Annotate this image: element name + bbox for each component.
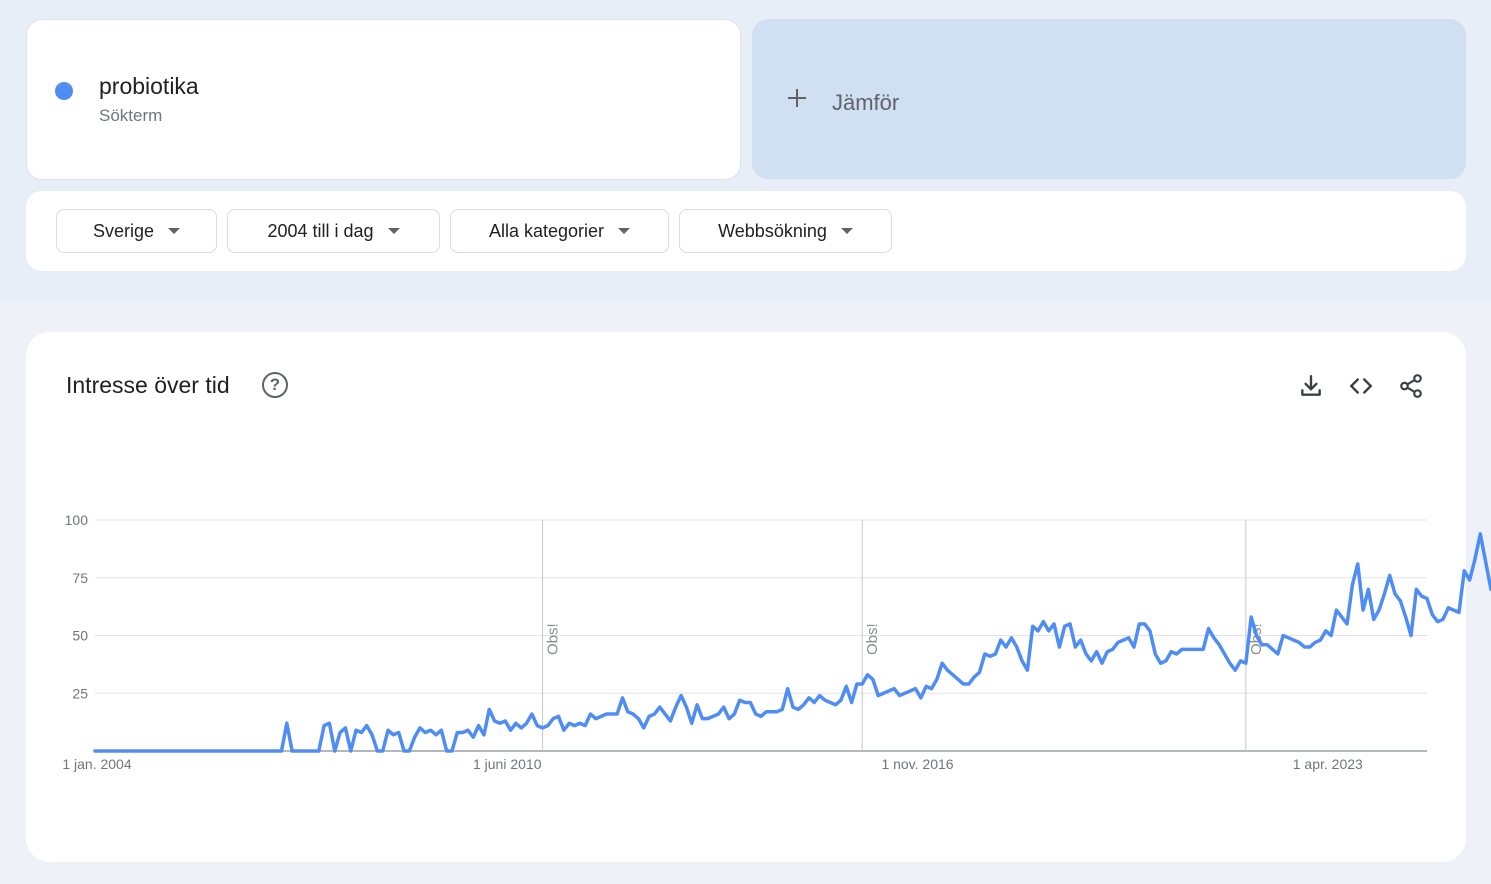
y-tick-label: 100 <box>65 512 89 528</box>
filter-region-dropdown[interactable]: Sverige <box>56 209 217 253</box>
plus-icon <box>785 86 809 110</box>
annotation-label: Obs! <box>864 623 881 655</box>
compare-label: Jämför <box>832 90 900 115</box>
share-icon[interactable] <box>1398 373 1424 399</box>
dropdown-arrow-icon <box>168 228 181 234</box>
compare-button[interactable] <box>752 19 1466 179</box>
filter-timerange-label: 2004 till i dag <box>267 220 374 241</box>
dropdown-arrow-icon <box>387 228 400 234</box>
filter-category-label: Alla kategorier <box>488 220 605 241</box>
dropdown-arrow-icon <box>840 228 853 234</box>
term-color-dot <box>55 82 73 100</box>
x-tick-label: 1 jan. 2004 <box>62 756 131 772</box>
y-tick-label: 25 <box>72 685 88 701</box>
series-line-probiotika <box>93 532 1491 753</box>
help-circle-icon[interactable]: ? <box>262 372 288 398</box>
search-term-name[interactable]: probiotika <box>99 73 199 99</box>
annotation-label: Obs! <box>545 623 562 655</box>
search-term-type: Sökterm <box>99 106 163 125</box>
x-tick-label: 1 juni 2010 <box>473 756 542 772</box>
dropdown-arrow-icon <box>618 228 631 234</box>
filter-searchtype-label: Webbsökning <box>718 220 827 241</box>
chart-title: Intresse över tid <box>66 372 230 398</box>
embed-code-icon[interactable] <box>1348 373 1374 399</box>
y-tick-label: 50 <box>72 628 88 644</box>
download-icon[interactable] <box>1298 373 1324 399</box>
x-tick-label: 1 apr. 2023 <box>1293 756 1363 772</box>
x-tick-label: 1 nov. 2016 <box>881 756 953 772</box>
filter-searchtype-dropdown[interactable]: Webbsökning <box>679 209 892 253</box>
filter-region-label: Sverige <box>92 220 155 241</box>
y-tick-label: 75 <box>72 570 88 586</box>
search-term-card[interactable] <box>26 19 741 180</box>
filter-timerange-dropdown[interactable]: 2004 till i dag <box>227 209 440 253</box>
annotation-label: Obs! <box>1248 623 1265 655</box>
interest-over-time-card <box>26 332 1466 862</box>
filter-category-dropdown[interactable]: Alla kategorier <box>450 209 669 253</box>
